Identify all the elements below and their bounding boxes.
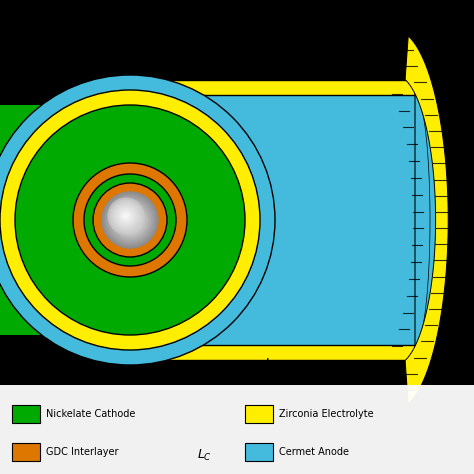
Polygon shape <box>130 80 415 95</box>
Circle shape <box>111 201 149 239</box>
Circle shape <box>108 198 152 242</box>
Circle shape <box>122 212 130 220</box>
Ellipse shape <box>73 163 187 277</box>
Ellipse shape <box>0 90 260 350</box>
Ellipse shape <box>84 174 176 266</box>
Circle shape <box>114 204 146 236</box>
Circle shape <box>102 192 158 248</box>
Circle shape <box>110 200 142 232</box>
Text: $L_C$: $L_C$ <box>198 447 212 463</box>
Circle shape <box>112 202 140 230</box>
Text: $L_C$: $L_C$ <box>264 356 281 373</box>
Ellipse shape <box>93 183 167 257</box>
Text: Zirconia Electrolyte: Zirconia Electrolyte <box>279 409 374 419</box>
Bar <box>245 405 273 423</box>
Circle shape <box>112 202 148 237</box>
Ellipse shape <box>15 105 245 335</box>
Text: Cermet Anode: Cermet Anode <box>279 447 349 457</box>
Circle shape <box>109 200 151 241</box>
Polygon shape <box>130 345 415 360</box>
Circle shape <box>108 198 144 234</box>
Bar <box>12 443 40 461</box>
Circle shape <box>114 204 138 228</box>
Text: Nickelate Cathode: Nickelate Cathode <box>46 409 136 419</box>
Circle shape <box>115 205 145 235</box>
Polygon shape <box>0 105 130 335</box>
Polygon shape <box>415 90 440 350</box>
Circle shape <box>119 210 140 230</box>
Bar <box>0 385 474 474</box>
Circle shape <box>128 219 131 221</box>
Polygon shape <box>405 36 448 404</box>
Circle shape <box>118 208 142 232</box>
Circle shape <box>116 206 136 226</box>
Circle shape <box>124 214 128 218</box>
Circle shape <box>126 216 135 224</box>
Bar <box>12 405 40 423</box>
Ellipse shape <box>0 75 275 365</box>
Text: GDC Interlayer: GDC Interlayer <box>46 447 118 457</box>
Circle shape <box>103 193 156 246</box>
Circle shape <box>121 211 139 229</box>
Circle shape <box>107 196 154 244</box>
Circle shape <box>127 217 133 223</box>
Bar <box>245 443 273 461</box>
Circle shape <box>117 207 143 233</box>
Circle shape <box>123 213 137 228</box>
Circle shape <box>105 195 155 245</box>
Circle shape <box>124 214 136 226</box>
Circle shape <box>120 210 132 222</box>
Polygon shape <box>130 95 415 345</box>
Circle shape <box>118 208 134 224</box>
